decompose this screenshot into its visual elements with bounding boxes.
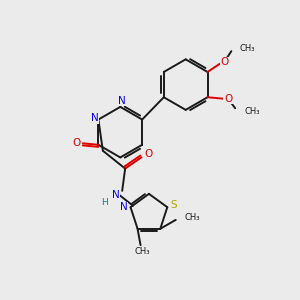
Text: N: N [118,96,126,106]
Text: O: O [73,138,81,148]
Text: N: N [91,113,99,123]
Text: O: O [220,57,228,67]
Text: O: O [224,94,232,104]
Text: H: H [102,198,108,207]
Text: CH₃: CH₃ [185,213,200,222]
Text: S: S [170,200,177,210]
Text: CH₃: CH₃ [244,107,260,116]
Text: N: N [112,190,119,200]
Text: N: N [120,202,128,212]
Text: CH₃: CH₃ [240,44,255,53]
Text: O: O [144,149,152,159]
Text: CH₃: CH₃ [134,247,150,256]
